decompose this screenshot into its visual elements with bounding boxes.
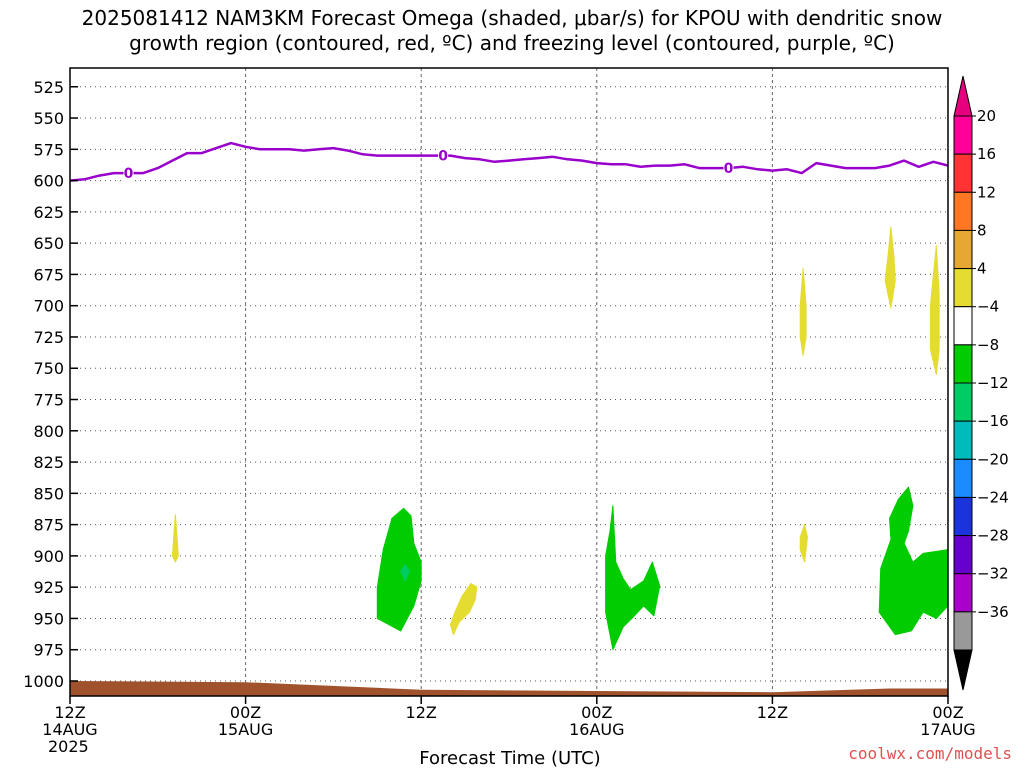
colorbar-bin-5 — [953, 306, 973, 346]
freezing-label-0: 0 — [124, 166, 134, 182]
colorbar-bin-1 — [953, 153, 973, 193]
omega-region-4 — [605, 505, 661, 651]
plot-border — [69, 67, 949, 697]
freezing-label-2: 0 — [724, 161, 734, 177]
colorbar-bin-8 — [953, 420, 973, 460]
surface-terrain — [70, 681, 948, 696]
colorbar-bin-11 — [953, 535, 973, 575]
colorbar-bin-10 — [953, 496, 973, 537]
x-tick-label-60-1: 17AUG — [920, 720, 975, 739]
colorbar-label-9: −20 — [977, 450, 1009, 468]
freezing-label-bg-2 — [723, 160, 734, 177]
y-tick-label-950: 950 — [33, 609, 64, 628]
x-tick-label-12-1: 15AUG — [218, 720, 273, 739]
x-tick-label-48-0: 12Z — [757, 703, 788, 722]
freezing-label-bg-0 — [123, 165, 134, 182]
y-tick-label-700: 700 — [33, 297, 64, 316]
x-tick-label-60-0: 00Z — [932, 703, 963, 722]
y-tick-label-600: 600 — [33, 172, 64, 191]
y-tick-label-550: 550 — [33, 109, 64, 128]
colorbar-label-12: −32 — [977, 565, 1009, 583]
colorbar-label-0: 20 — [977, 107, 996, 125]
colorbar-label-7: −12 — [977, 374, 1009, 392]
title-line-2: growth region (contoured, red, ºC) and f… — [129, 31, 895, 55]
y-tick-label-650: 650 — [33, 234, 64, 253]
freezing-label-bg-1 — [438, 147, 449, 164]
colorbar-bottom-arrow — [953, 649, 973, 691]
y-tick-label-1000: 1000 — [23, 672, 64, 691]
y-tick-label-800: 800 — [33, 422, 64, 441]
omega-region-8 — [929, 245, 940, 375]
omega-region-6 — [799, 524, 808, 563]
y-tick-label-825: 825 — [33, 453, 64, 472]
y-tick-label-975: 975 — [33, 641, 64, 660]
colorbar-bin-2 — [953, 191, 973, 231]
colorbar: 20 16 12 8 4 −4 −8 −12 −16 −20 −24 −28 −32 −36 — [953, 75, 1009, 691]
colorbar-bin-13 — [953, 611, 973, 651]
colorbar-label-11: −28 — [977, 527, 1009, 545]
freezing-label-1: 0 — [438, 149, 448, 165]
y-tick-label-725: 725 — [33, 328, 64, 347]
omega-region-2 — [376, 507, 422, 632]
omega-region-1 — [450, 582, 478, 636]
surface-terrain-fill — [70, 681, 948, 696]
colorbar-label-8: −16 — [977, 412, 1009, 430]
colorbar-bin-4 — [953, 268, 973, 308]
colorbar-bin-9 — [953, 458, 973, 498]
colorbar-label-6: −8 — [977, 336, 999, 354]
x-tick-label-0-1: 14AUG — [42, 720, 97, 739]
colorbar-label-4: 4 — [977, 260, 987, 278]
x-tick-label-24-0: 12Z — [406, 703, 437, 722]
omega-region-9 — [878, 486, 949, 636]
colorbar-label-5: −4 — [977, 298, 999, 316]
plot-frame — [69, 67, 949, 697]
x-axis-title: Forecast Time (UTC) — [419, 748, 600, 768]
y-axis: 525 550 575 600 625 650 675 700 725 750 775 800 825 8… — [23, 78, 78, 691]
y-tick-label-900: 900 — [33, 547, 64, 566]
omega-region-0 — [171, 514, 179, 563]
x-tick-label-36-0: 00Z — [581, 703, 612, 722]
y-tick-label-625: 625 — [33, 203, 64, 222]
y-tick-label-750: 750 — [33, 359, 64, 378]
omega-region-3 — [400, 564, 410, 582]
y-tick-label-525: 525 — [33, 78, 64, 97]
x-tick-label-0-0: 12Z — [54, 703, 85, 722]
colorbar-bin-7 — [953, 382, 973, 422]
colorbar-label-1: 16 — [977, 145, 996, 163]
colorbar-top-arrow — [953, 75, 973, 117]
colorbar-label-3: 8 — [977, 221, 987, 239]
y-tick-label-850: 850 — [33, 484, 64, 503]
colorbar-bin-0 — [953, 115, 973, 155]
x-tick-label-12-0: 00Z — [230, 703, 261, 722]
y-tick-label-925: 925 — [33, 578, 64, 597]
colorbar-bin-3 — [953, 229, 973, 270]
x-tick-label-0-2: 2025 — [48, 737, 89, 756]
y-tick-label-575: 575 — [33, 140, 64, 159]
colorbar-label-13: −36 — [977, 603, 1009, 621]
colorbar-label-2: 12 — [977, 183, 996, 201]
y-tick-label-675: 675 — [33, 265, 64, 284]
y-tick-label-875: 875 — [33, 516, 64, 535]
title-line-1: 2025081412 NAM3KM Forecast Omega (shaded… — [82, 6, 943, 30]
freezing-level-line — [69, 141, 949, 182]
colorbar-label-10: −24 — [977, 488, 1009, 506]
grid-lines — [70, 68, 948, 696]
x-tick-label-36-1: 16AUG — [569, 720, 624, 739]
omega-shading — [171, 226, 949, 651]
freezing-level-contour: 0 0 0 — [69, 141, 949, 182]
omega-region-5 — [799, 267, 807, 357]
credit-text: coolwx.com/models — [848, 744, 1012, 763]
y-tick-label-775: 775 — [33, 391, 64, 410]
colorbar-bin-6 — [953, 344, 973, 384]
chart-title: 2025081412 NAM3KM Forecast Omega (shaded… — [82, 6, 943, 55]
colorbar-bin-12 — [953, 573, 973, 613]
omega-region-7 — [884, 226, 896, 309]
